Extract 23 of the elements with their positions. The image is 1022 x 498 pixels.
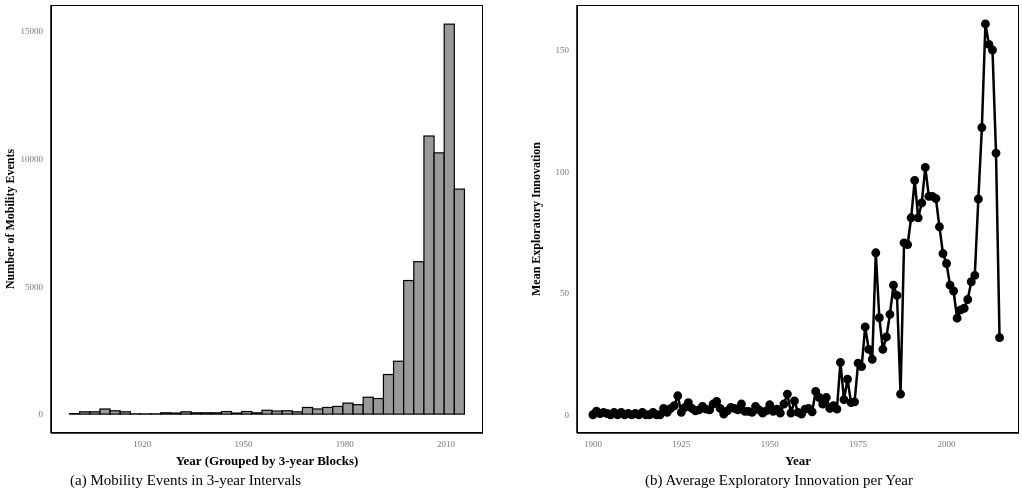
x-tick-label: 1920 [133, 439, 152, 450]
x-tick-label: 1900 [583, 439, 603, 450]
x-tick-label: 2000 [937, 439, 957, 450]
x-tick-label: 1975 [849, 439, 868, 450]
y-axis-title: Number of Mobility Events [3, 148, 18, 290]
y-tick-label: 150 [555, 45, 570, 56]
x-tick-label: 1950 [760, 439, 780, 450]
y-tick-label: 15000 [20, 26, 44, 37]
x-tick-label: 1925 [672, 439, 691, 450]
x-tick-label: 1980 [335, 439, 355, 450]
y-tick-label: 0 [38, 409, 44, 420]
y-tick-label: 100 [555, 166, 570, 177]
x-tick-label: 2010 [436, 439, 456, 450]
x-axis-title: Year (Grouped by 3-year Blocks) [174, 453, 360, 469]
y-tick-label: 5000 [25, 281, 44, 292]
x-tick-label: 1950 [234, 439, 253, 450]
x-axis-title: Year [784, 453, 812, 469]
y-tick-label: 10000 [20, 153, 44, 164]
text: (b) Average Exploratory Innovation per Year [645, 472, 913, 489]
y-tick-label: 0 [564, 409, 570, 420]
text: (a) Mobility Events in 3-year Intervals [70, 472, 302, 489]
y-axis-title: Mean Exploratory Innovation [529, 141, 544, 297]
y-tick-label: 50 [560, 288, 570, 299]
